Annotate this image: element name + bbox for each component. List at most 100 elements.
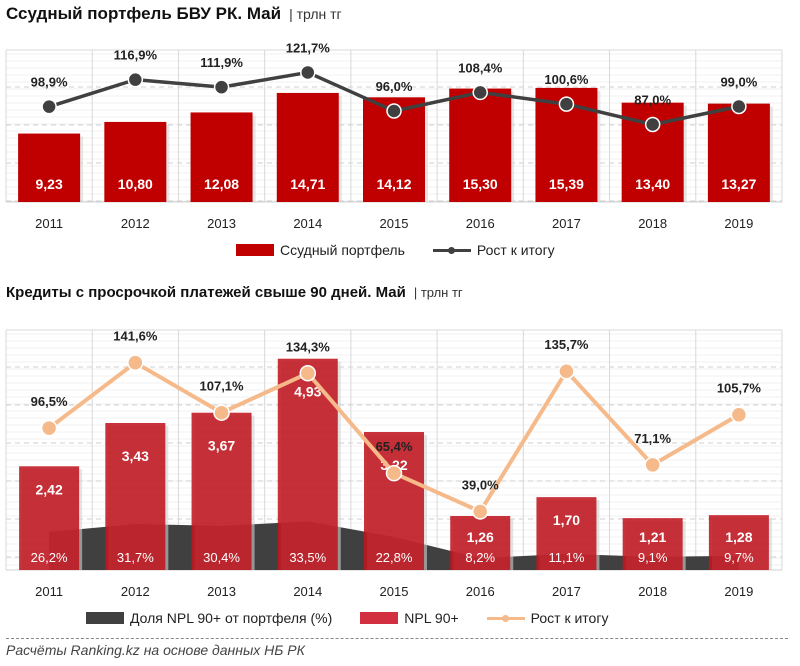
- growth-point: [300, 64, 316, 81]
- chart1-legend: Ссудный портфель Рост к итогу: [236, 242, 583, 258]
- chart2-title-text: Кредиты с просрочкой платежей свыше 90 д…: [6, 284, 406, 301]
- area-value-label: 33,5%: [289, 550, 326, 565]
- area-value-label: 31,7%: [117, 550, 154, 565]
- area-value-label: 8,2%: [465, 550, 495, 565]
- bar-value-label: 13,40: [635, 176, 670, 192]
- area-value-label: 30,4%: [203, 550, 240, 565]
- x-tick-label: 2017: [552, 216, 581, 231]
- growth-point: [731, 98, 747, 115]
- legend-swatch-line: [432, 244, 471, 256]
- growth-value-label: 71,1%: [634, 431, 671, 446]
- bar-value-label: 15,30: [463, 176, 498, 192]
- legend-item-npl: NPL 90+: [360, 610, 459, 626]
- x-tick-label: 2012: [121, 584, 150, 599]
- growth-point: [472, 84, 488, 101]
- bar-loan-portfolio: [190, 112, 253, 202]
- bar-loan-portfolio: [276, 92, 339, 202]
- growth-point: [385, 464, 403, 482]
- growth-value-label: 108,4%: [458, 60, 503, 75]
- bar-loan-portfolio: [707, 103, 770, 202]
- x-tick-label: 2014: [293, 216, 322, 231]
- bar-value-label: 9,23: [35, 176, 62, 192]
- bar-value-label: 1,70: [553, 512, 580, 528]
- growth-value-label: 134,3%: [286, 339, 331, 354]
- npl-chart: 2,42 26,2% 2011 3,43 31,7% 2012 3,67 30,4% 2013 4…: [5, 329, 783, 599]
- bar-value-label: 13,27: [721, 176, 756, 192]
- bar-value-label: 1,26: [467, 529, 494, 545]
- growth-value-label: 107,1%: [200, 379, 245, 394]
- x-tick-label: 2011: [35, 216, 63, 231]
- x-tick-label: 2016: [466, 216, 495, 231]
- growth-point: [127, 71, 144, 88]
- growth-value-label: 39,0%: [462, 477, 499, 492]
- growth-value-label: 65,4%: [376, 439, 413, 454]
- legend-label: Рост к итогу: [530, 610, 609, 626]
- bar-value-label: 14,71: [290, 176, 325, 192]
- area-value-label: 9,7%: [724, 550, 754, 565]
- x-tick-label: 2017: [552, 584, 581, 599]
- bar-value-label: 1,28: [725, 529, 752, 545]
- bar-npl: [622, 518, 683, 570]
- area-value-label: 11,1%: [548, 550, 584, 565]
- bar-npl: [19, 466, 80, 570]
- legend-swatch-bar: [360, 612, 399, 624]
- bar-value-label: 12,08: [204, 176, 239, 192]
- growth-point: [213, 79, 230, 95]
- growth-point: [558, 96, 575, 112]
- area-value-label: 9,1%: [638, 550, 668, 565]
- growth-value-label: 135,7%: [544, 337, 589, 352]
- x-tick-label: 2015: [380, 216, 409, 231]
- x-tick-label: 2016: [466, 584, 495, 599]
- growth-point: [644, 456, 661, 474]
- chart2-legend: Доля NPL 90+ от портфеля (%) NPL 90+ Рос…: [86, 610, 636, 626]
- legend-swatch-area: [86, 612, 124, 624]
- x-tick-label: 2014: [293, 584, 322, 599]
- x-tick-label: 2019: [724, 584, 753, 599]
- legend-item-npl-share: Доля NPL 90+ от портфеля (%): [86, 610, 332, 626]
- legend-item-growth: Рост к итогу: [486, 610, 609, 626]
- bar-loan-portfolio: [18, 133, 81, 202]
- growth-point: [644, 116, 661, 133]
- bar-npl: [536, 497, 597, 570]
- chart1-title: Ссудный портфель БВУ РК. Май | трлн тг: [6, 4, 342, 24]
- legend-item-loan-portfolio: Ссудный портфель: [236, 242, 405, 258]
- growth-point: [471, 503, 489, 520]
- growth-point: [558, 362, 575, 380]
- bar-value-label: 10,80: [118, 176, 153, 192]
- growth-value-label: 98,9%: [31, 75, 68, 90]
- loan-portfolio-chart: 9,23 2011 10,80 2012 12,08 2013 14,71 2014 14,12…: [5, 40, 783, 231]
- bar-loan-portfolio: [104, 121, 167, 202]
- growth-point: [41, 98, 57, 115]
- x-tick-label: 2012: [121, 216, 150, 231]
- chart2-unit: | трлн тг: [413, 285, 463, 300]
- growth-point: [386, 103, 402, 119]
- bar-value-label: 4,93: [294, 384, 321, 400]
- bar-npl: [105, 423, 166, 570]
- growth-value-label: 100,6%: [544, 72, 589, 87]
- bar-npl: [364, 432, 424, 570]
- growth-value-label: 96,5%: [31, 394, 68, 409]
- growth-value-label: 87,0%: [634, 93, 671, 108]
- area-value-label: 26,2%: [31, 550, 68, 565]
- x-tick-label: 2011: [35, 584, 63, 599]
- x-tick-label: 2015: [380, 584, 409, 599]
- growth-point: [213, 404, 230, 421]
- growth-point: [299, 365, 317, 382]
- legend-label: Доля NPL 90+ от портфеля (%): [130, 610, 333, 626]
- legend-label: Ссудный портфель: [280, 242, 405, 258]
- x-tick-label: 2018: [638, 584, 667, 599]
- legend-label: Рост к итогу: [476, 242, 555, 258]
- bar-value-label: 2,42: [35, 481, 62, 497]
- bar-npl: [450, 516, 511, 570]
- x-tick-label: 2013: [207, 216, 236, 231]
- chart2-title: Кредиты с просрочкой платежей свыше 90 д…: [6, 284, 463, 301]
- growth-point: [127, 354, 144, 371]
- growth-point: [730, 406, 748, 423]
- growth-point: [40, 419, 58, 437]
- growth-value-label: 96,0%: [376, 79, 413, 94]
- bar-loan-portfolio: [449, 88, 512, 202]
- chart1-unit: | трлн тг: [289, 6, 342, 22]
- legend-swatch-line: [486, 612, 525, 624]
- bar-value-label: 15,39: [549, 176, 584, 192]
- growth-value-label: 111,9%: [200, 55, 243, 70]
